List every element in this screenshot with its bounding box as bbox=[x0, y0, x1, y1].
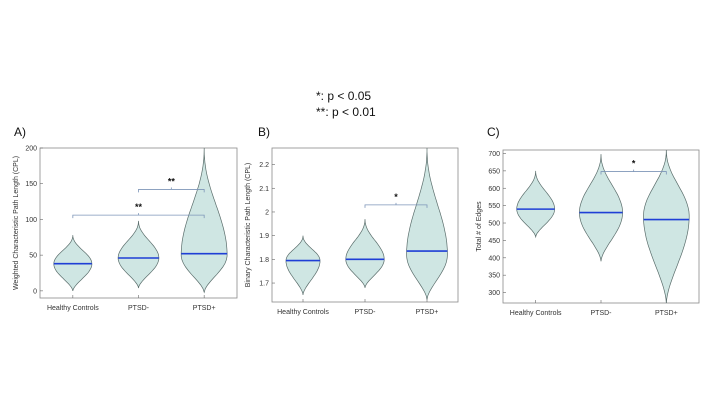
y-tick-label: 100 bbox=[25, 217, 37, 224]
y-tick-label: 150 bbox=[25, 181, 37, 188]
significance-label: ** bbox=[168, 176, 176, 186]
significance-label: * bbox=[632, 159, 636, 169]
x-tick-label: PTSD- bbox=[355, 309, 377, 316]
y-tick-label: 0 bbox=[33, 288, 37, 295]
significance-bracket bbox=[364, 204, 428, 208]
violin-1 bbox=[285, 235, 321, 295]
y-tick-label: 550 bbox=[488, 203, 500, 210]
significance-label: * bbox=[394, 192, 398, 202]
x-tick-label: PTSD- bbox=[128, 305, 150, 312]
y-tick-label: 400 bbox=[488, 255, 500, 262]
x-tick-label: Healthy Controls bbox=[47, 305, 99, 312]
y-tick-label: 1.8 bbox=[259, 257, 269, 264]
x-tick-label: PTSD+ bbox=[655, 310, 678, 317]
y-tick-label: 700 bbox=[488, 151, 500, 158]
violin-1 bbox=[516, 170, 555, 239]
chart-panel-2: B) 1.7 1.8 1.9 2 2.1 2.2 Binary Characteristic … bbox=[245, 125, 459, 316]
chart-panel-1: A) 0 50 100 150 200 Weighted Characteristic Pa… bbox=[13, 125, 238, 312]
chart-panel-3: C) 300 350 400 450 500 550 600 650 700 Total # of … bbox=[476, 125, 700, 317]
x-tick-label: PTSD- bbox=[591, 310, 613, 317]
x-tick-label: PTSD+ bbox=[193, 305, 216, 312]
y-axis-label: Total # of Edges bbox=[476, 201, 483, 252]
y-tick-label: 350 bbox=[488, 273, 500, 280]
y-tick-label: 300 bbox=[488, 290, 500, 297]
x-tick-label: Healthy Controls bbox=[510, 310, 562, 317]
y-tick-label: 2.2 bbox=[259, 162, 269, 169]
legend-line-p01: **: p < 0.01 bbox=[316, 105, 376, 119]
y-tick-label: 200 bbox=[25, 146, 37, 153]
x-tick-label: Healthy Controls bbox=[277, 309, 329, 316]
legend-line-p05: *: p < 0.05 bbox=[316, 89, 372, 103]
panel-label: C) bbox=[487, 125, 500, 139]
violin-3 bbox=[180, 147, 228, 294]
x-tick-label: PTSD+ bbox=[416, 309, 439, 316]
y-axis-label: Weighted Characteristic Path Length (CPL… bbox=[13, 156, 20, 290]
violin-3 bbox=[643, 149, 690, 304]
y-tick-label: 2.1 bbox=[259, 186, 269, 193]
y-tick-label: 50 bbox=[29, 253, 37, 260]
y-axis-label: Binary Characteristic Path Length (CPL) bbox=[245, 163, 252, 288]
violin-2 bbox=[579, 154, 623, 262]
y-tick-label: 500 bbox=[488, 221, 500, 228]
significance-bracket bbox=[72, 214, 205, 219]
violin-2 bbox=[117, 220, 160, 289]
y-tick-label: 2 bbox=[265, 209, 269, 216]
panel-label: A) bbox=[14, 125, 26, 139]
significance-label: ** bbox=[135, 202, 143, 212]
y-tick-label: 450 bbox=[488, 238, 500, 245]
violin-3 bbox=[406, 148, 448, 300]
y-tick-label: 600 bbox=[488, 186, 500, 193]
y-tick-label: 1.9 bbox=[259, 233, 269, 240]
violin-2 bbox=[345, 219, 385, 288]
significance-bracket bbox=[138, 189, 205, 193]
y-tick-label: 1.7 bbox=[259, 281, 269, 288]
y-tick-label: 650 bbox=[488, 168, 500, 175]
significance-bracket bbox=[600, 171, 667, 175]
panel-label: B) bbox=[258, 125, 270, 139]
significance-legend: *: p < 0.05 **: p < 0.01 bbox=[316, 88, 376, 120]
